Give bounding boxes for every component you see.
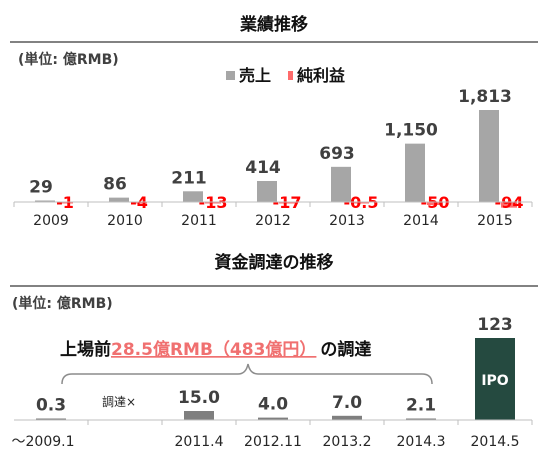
sales-bar <box>109 197 129 202</box>
profit-bar <box>501 202 517 208</box>
annotation-prefix: 上場前 <box>60 339 111 360</box>
legend-label-sales: 売上 <box>239 66 271 85</box>
sales-bar <box>331 166 351 202</box>
profit-bar <box>427 202 443 205</box>
bottom-category-labels: ～2009.1 2011.4 2012.11 2013.2 2014.3 2014.5 <box>12 434 520 450</box>
funding-bar <box>406 418 436 420</box>
top-category-label: 2010 <box>107 213 143 229</box>
bottom-bars: 0.3 調達× 15.0 4.0 7.0 2.1 123 IPO <box>36 315 515 420</box>
top-category-label: 2014 <box>403 213 439 229</box>
funding-value-label: 4.0 <box>258 395 288 415</box>
sales-value-label: 414 <box>245 158 281 178</box>
top-chart-title: 業績推移 <box>240 14 308 35</box>
pre-ipo-brace <box>61 363 433 385</box>
annotation-amount: 28.5億RMB（483億円） <box>111 339 316 360</box>
bottom-category-label: 2012.11 <box>244 434 302 450</box>
bottom-chart-title: 資金調達の推移 <box>215 252 334 273</box>
funding-value-label: 2.1 <box>406 396 436 416</box>
sales-bar <box>405 143 425 202</box>
pre-ipo-annotation: 上場前28.5億RMB（483億円） の調達 <box>60 339 371 360</box>
top-legend: 売上 純利益 <box>226 66 345 85</box>
funding-bar <box>184 411 214 420</box>
funding-bar <box>332 415 362 420</box>
sales-value-label: 693 <box>319 144 355 164</box>
profit-bar <box>353 202 369 204</box>
funding-value-label: 0.3 <box>36 396 66 416</box>
legend-swatch-sales <box>226 71 235 80</box>
funding-bar <box>258 417 288 420</box>
sales-bar <box>35 200 55 202</box>
bottom-ticks <box>87 420 533 425</box>
top-ticks <box>13 202 533 207</box>
sales-value-label: 1,150 <box>384 121 438 141</box>
profit-bar <box>131 202 147 204</box>
top-category-label: 2009 <box>33 213 69 229</box>
bottom-category-label: ～2009.1 <box>12 434 75 450</box>
sales-bar <box>257 180 277 202</box>
top-unit-label: (単位: 億RMB) <box>18 51 119 68</box>
top-category-label: 2015 <box>477 213 513 229</box>
bottom-category-label: 2014.5 <box>471 434 520 450</box>
sales-value-label: 1,813 <box>458 87 512 107</box>
legend-label-profit: 純利益 <box>297 66 345 85</box>
bottom-category-label: 2011.4 <box>175 434 224 450</box>
top-category-label: 2013 <box>329 213 365 229</box>
top-category-labels: 2009 2010 2011 2012 2013 2014 2015 <box>33 213 513 229</box>
top-category-label: 2011 <box>181 213 217 229</box>
profit-bar <box>205 202 221 204</box>
top-category-label: 2012 <box>255 213 291 229</box>
bottom-category-label: 2014.3 <box>397 434 446 450</box>
profit-bar <box>57 202 73 204</box>
top-bars: 29-186-4211-13414-17693-0.51,150-501,813… <box>29 87 523 212</box>
annotation-suffix: の調達 <box>320 339 371 360</box>
sales-value-label: 86 <box>103 175 127 195</box>
bottom-unit-label: (単位: 億RMB) <box>12 295 113 312</box>
funding-value-label: 15.0 <box>178 388 220 408</box>
funding-bar <box>36 418 66 420</box>
sales-bar <box>479 110 499 202</box>
legend-swatch-profit <box>288 71 293 80</box>
sales-value-label: 211 <box>171 168 207 188</box>
ipo-bar-label: IPO <box>481 373 508 389</box>
funding-value-label: 123 <box>477 315 513 335</box>
sales-bar <box>183 191 203 202</box>
no-funding-note: 調達× <box>102 395 136 409</box>
ipo-bar <box>475 338 515 420</box>
profit-bar <box>279 202 295 204</box>
funding-value-label: 7.0 <box>332 393 362 413</box>
bottom-category-label: 2013.2 <box>323 434 372 450</box>
sales-value-label: 29 <box>29 178 53 198</box>
